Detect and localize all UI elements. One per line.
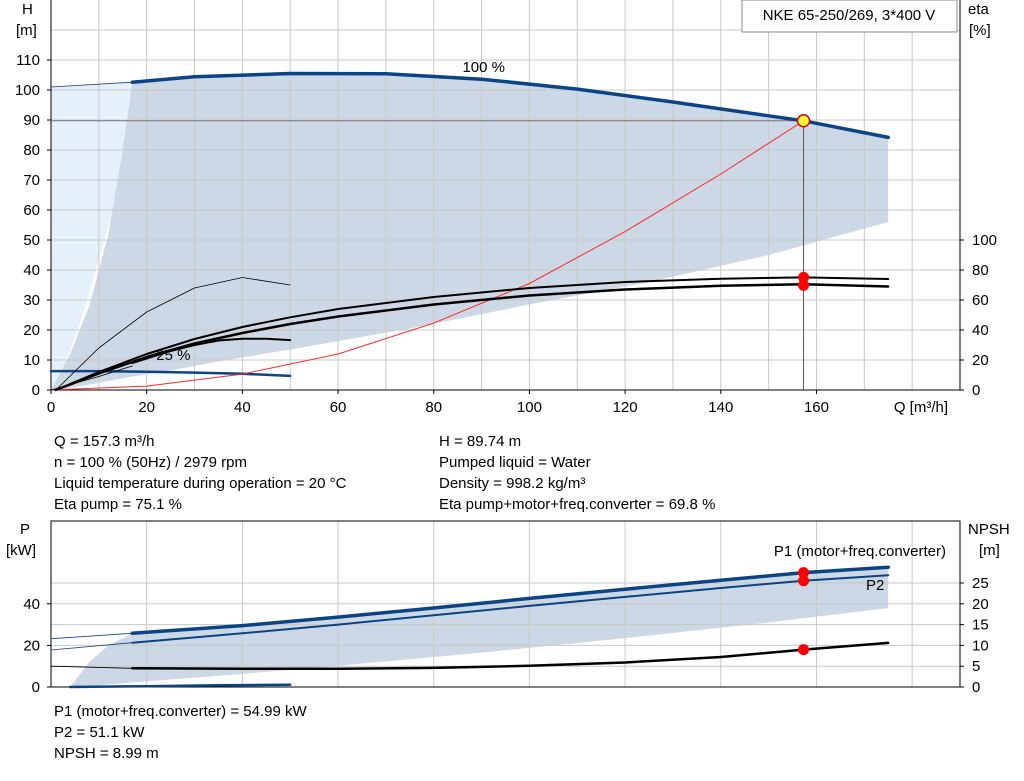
envelope-light-area <box>51 82 133 390</box>
y-tick-label-h: 50 <box>23 232 40 249</box>
y-axis-unit-eta: [%] <box>969 22 991 39</box>
top-series-line-1 <box>50 81 133 88</box>
y-tick-label-eta: 80 <box>972 262 989 279</box>
info-p1: P1 (motor+freq.converter) = 54.99 kW <box>54 703 307 720</box>
y-tick-label-h: 30 <box>23 292 40 309</box>
y-axis-label-eta: eta <box>968 1 990 18</box>
bottom-series-line-4 <box>68 683 292 689</box>
info-liquid-temperature: Liquid temperature during operation = 20… <box>54 475 347 492</box>
bottom-series-line-0 <box>130 565 890 636</box>
info-head: H = 89.74 m <box>439 433 522 450</box>
y-tick-label-npsh: 10 <box>972 637 989 654</box>
chart-title: NKE 65-250/269, 3*400 V <box>763 7 936 24</box>
info-speed: n = 100 % (50Hz) / 2979 rpm <box>54 454 248 471</box>
top-series-line-5 <box>54 276 890 391</box>
info-npsh: NPSH = 8.99 m <box>54 745 159 762</box>
info-density: Density = 998.2 kg/m³ <box>439 475 586 492</box>
y-tick-label-p: 40 <box>23 596 40 613</box>
y-tick-label-h: 90 <box>23 112 40 129</box>
x-tick-label: 160 <box>804 399 829 416</box>
top-series-line-7 <box>131 337 292 364</box>
x-tick-label: 80 <box>425 399 442 416</box>
bottom-series-line-5 <box>131 641 890 670</box>
y-axis-label-p: P <box>20 521 30 538</box>
power-marker <box>798 567 810 579</box>
y-tick-label-h: 20 <box>23 322 40 339</box>
info-flow: Q = 157.3 m³/h <box>54 433 155 450</box>
power-marker <box>798 575 810 587</box>
x-axis-label: Q [m³/h] <box>894 399 948 416</box>
bottom-series-line-1 <box>50 632 133 640</box>
envelope-area <box>51 73 889 390</box>
top-series-line-2 <box>49 369 292 378</box>
y-tick-label-npsh: 5 <box>972 658 980 675</box>
efficiency-marker <box>798 279 810 291</box>
y-axis-unit-p: [kW] <box>6 542 36 559</box>
y-tick-label-h: 10 <box>23 352 40 369</box>
top-series-line-0 <box>130 71 890 140</box>
y-tick-label-h: 80 <box>23 142 40 159</box>
y-axis-label-h: H <box>22 1 33 18</box>
y-tick-label-eta: 100 <box>972 232 997 249</box>
x-tick-label: 20 <box>138 399 155 416</box>
power-envelope-area <box>70 567 889 687</box>
y-tick-label-npsh: 15 <box>972 617 989 634</box>
y-tick-label-npsh: 20 <box>972 596 989 613</box>
x-tick-label: 40 <box>234 399 251 416</box>
title-box <box>741 0 958 33</box>
bottom-series-line-3 <box>50 642 133 651</box>
y-axis-unit-h: [m] <box>16 22 37 39</box>
duty-point-marker <box>796 114 811 128</box>
y-axis-label-npsh: NPSH <box>968 521 1010 538</box>
info-bottom: P1 (motor+freq.converter) = 54.99 kW P2 … <box>54 701 307 764</box>
y-tick-label-eta: 0 <box>972 382 980 399</box>
y-tick-label-eta: 40 <box>972 322 989 339</box>
y-tick-label-p: 0 <box>32 679 40 696</box>
curve-label-100-percent: 100 % <box>462 59 505 76</box>
info-top-right: H = 89.74 m Pumped liquid = Water Densit… <box>439 431 715 515</box>
power-marker <box>798 644 810 656</box>
y-tick-label-h: 100 <box>15 82 40 99</box>
y-tick-label-eta: 60 <box>972 292 989 309</box>
top-series-line-8 <box>50 365 133 391</box>
top-grid <box>51 0 960 390</box>
p2-curve-label: P2 <box>866 577 884 594</box>
y-tick-label-p: 20 <box>23 637 40 654</box>
bottom-series-line-2 <box>131 574 890 644</box>
x-tick-label: 100 <box>517 399 542 416</box>
y-tick-label-npsh: 0 <box>972 679 980 696</box>
y-tick-label-h: 0 <box>32 382 40 399</box>
p1-curve-label: P1 (motor+freq.converter) <box>774 543 946 560</box>
y-tick-label-h: 70 <box>23 172 40 189</box>
y-axis-unit-npsh: [m] <box>979 542 1000 559</box>
top-series-line-3 <box>50 120 805 391</box>
top-series-line-6 <box>55 277 291 391</box>
top-series-line-4 <box>54 283 890 392</box>
efficiency-marker <box>798 271 810 283</box>
y-tick-label-eta: 20 <box>972 352 989 369</box>
info-top-left: Q = 157.3 m³/h n = 100 % (50Hz) / 2979 r… <box>54 431 346 515</box>
y-tick-label-npsh: 25 <box>972 575 989 592</box>
info-eta-total: Eta pump+motor+freq.converter = 69.8 % <box>439 496 716 513</box>
x-tick-label: 120 <box>613 399 638 416</box>
bottom-series-line-6 <box>50 665 133 669</box>
x-tick-label: 0 <box>47 399 55 416</box>
x-tick-label: 140 <box>708 399 733 416</box>
curve-label-25-percent: 25 % <box>156 347 190 364</box>
y-tick-label-h: 110 <box>16 52 40 69</box>
info-p2: P2 = 51.1 kW <box>54 724 145 741</box>
y-tick-label-h: 60 <box>23 202 40 219</box>
y-tick-label-h: 40 <box>23 262 40 279</box>
info-pumped-liquid: Pumped liquid = Water <box>439 454 591 471</box>
x-tick-label: 60 <box>330 399 347 416</box>
info-eta-pump: Eta pump = 75.1 % <box>54 496 182 513</box>
